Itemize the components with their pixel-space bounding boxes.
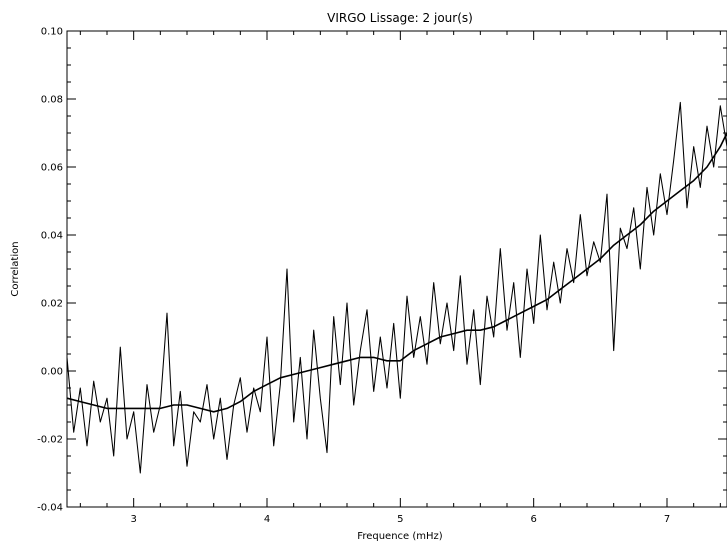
y-tick-label: -0.04 <box>37 503 63 514</box>
x-tick-label: 4 <box>264 514 270 525</box>
y-tick-label: 0.08 <box>41 95 63 106</box>
y-tick-labels: -0.04 -0.02 0.00 0.02 0.04 0.06 0.08 0.10 <box>37 27 63 514</box>
axis-ticks <box>67 30 727 508</box>
raw-series-line <box>66 101 727 474</box>
x-axis-label: Frequence (mHz) <box>357 531 442 542</box>
y-axis-label: Correlation <box>10 241 21 296</box>
y-tick-label: 0.06 <box>41 163 63 174</box>
chart-title: VIRGO Lissage: 2 jour(s) <box>327 11 473 25</box>
smoothed-series-line <box>66 132 727 413</box>
y-tick-label: 0.00 <box>41 367 63 378</box>
series-layer <box>66 101 727 474</box>
y-tick-label: 0.10 <box>41 27 63 38</box>
x-tick-labels: 3 4 5 6 7 <box>130 514 670 525</box>
x-tick-label: 5 <box>397 514 403 525</box>
x-tick-label: 3 <box>130 514 136 525</box>
x-tick-label: 6 <box>530 514 536 525</box>
x-tick-label: 7 <box>664 514 670 525</box>
y-tick-label: 0.04 <box>41 231 63 242</box>
plot-frame <box>66 30 727 508</box>
y-tick-label: -0.02 <box>37 435 63 446</box>
y-tick-label: 0.02 <box>41 299 63 310</box>
